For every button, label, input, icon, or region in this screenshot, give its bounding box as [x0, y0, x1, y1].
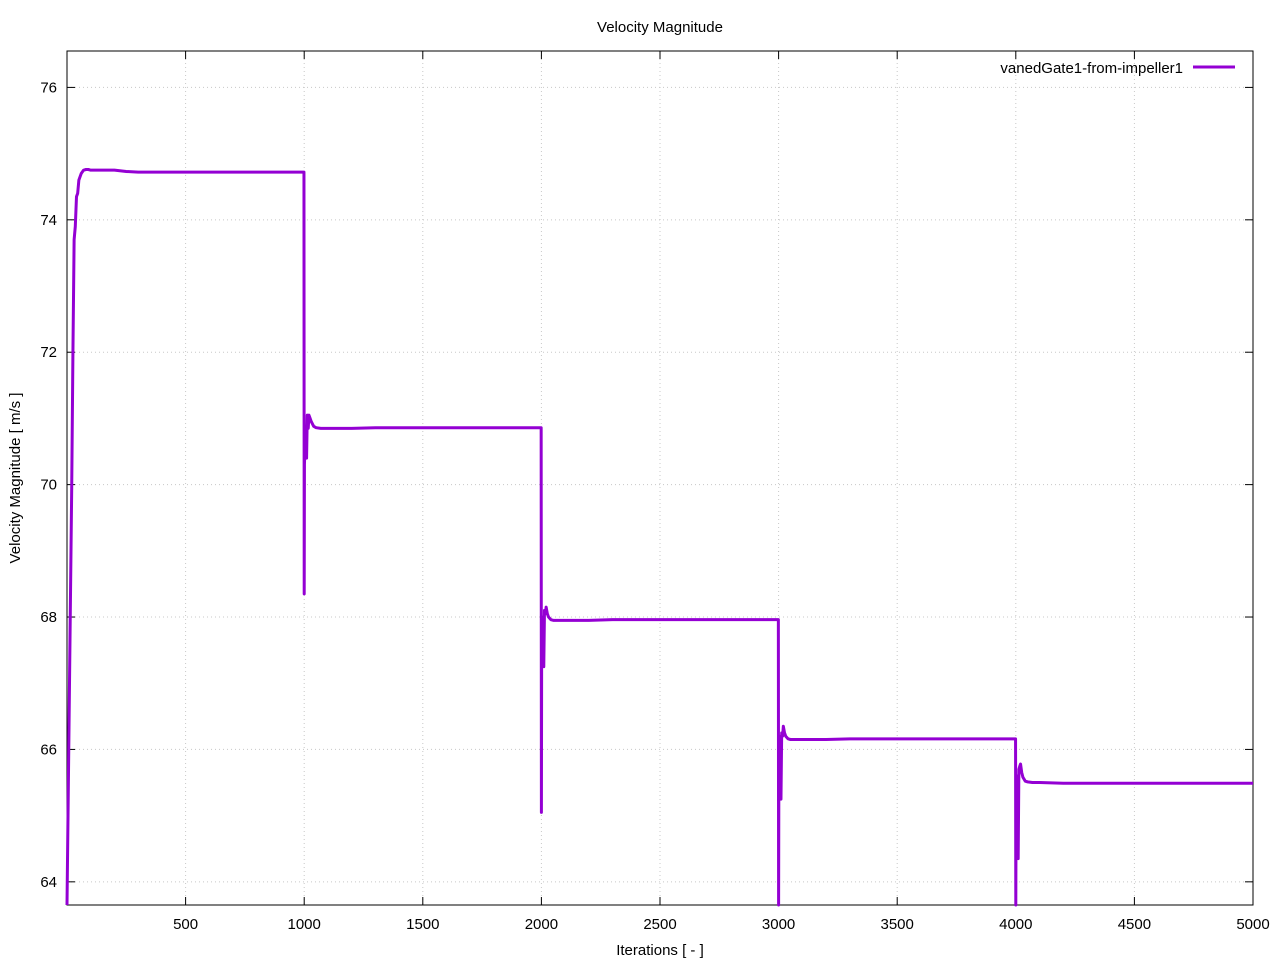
series-line-0 — [65, 168, 1253, 907]
x-tick-label: 4500 — [1118, 916, 1151, 933]
y-axis-label: Velocity Magnitude [ m/s ] — [7, 393, 24, 564]
x-tick-label: 4000 — [999, 916, 1032, 933]
y-tick-label: 66 — [40, 741, 57, 758]
x-tick-label: 5000 — [1236, 916, 1269, 933]
y-tick-label: 74 — [40, 212, 57, 229]
x-tick-label: 500 — [173, 916, 198, 933]
y-tick-label: 68 — [40, 609, 57, 626]
legend: vanedGate1-from-impeller1 — [1000, 60, 1235, 77]
x-tick-label: 3500 — [881, 916, 914, 933]
y-tick-label: 72 — [40, 344, 57, 361]
grid — [67, 51, 1253, 905]
x-tick-label: 2000 — [525, 916, 558, 933]
x-tick-label: 3000 — [762, 916, 795, 933]
x-tick-label: 2500 — [643, 916, 676, 933]
legend-label: vanedGate1-from-impeller1 — [1000, 60, 1183, 77]
x-tick-label: 1500 — [406, 916, 439, 933]
x-axis-label: Iterations [ - ] — [616, 942, 704, 959]
axes: 500 1000 1500 2000 2500 3000 3500 4000 4500 5000 6… — [40, 50, 1270, 933]
series-layer — [65, 168, 1253, 907]
y-tick-label: 70 — [40, 477, 57, 494]
x-tick-label: 1000 — [288, 916, 321, 933]
y-tick-label: 64 — [40, 874, 57, 891]
chart-title: Velocity Magnitude — [597, 19, 723, 36]
y-tick-label: 76 — [40, 79, 57, 96]
